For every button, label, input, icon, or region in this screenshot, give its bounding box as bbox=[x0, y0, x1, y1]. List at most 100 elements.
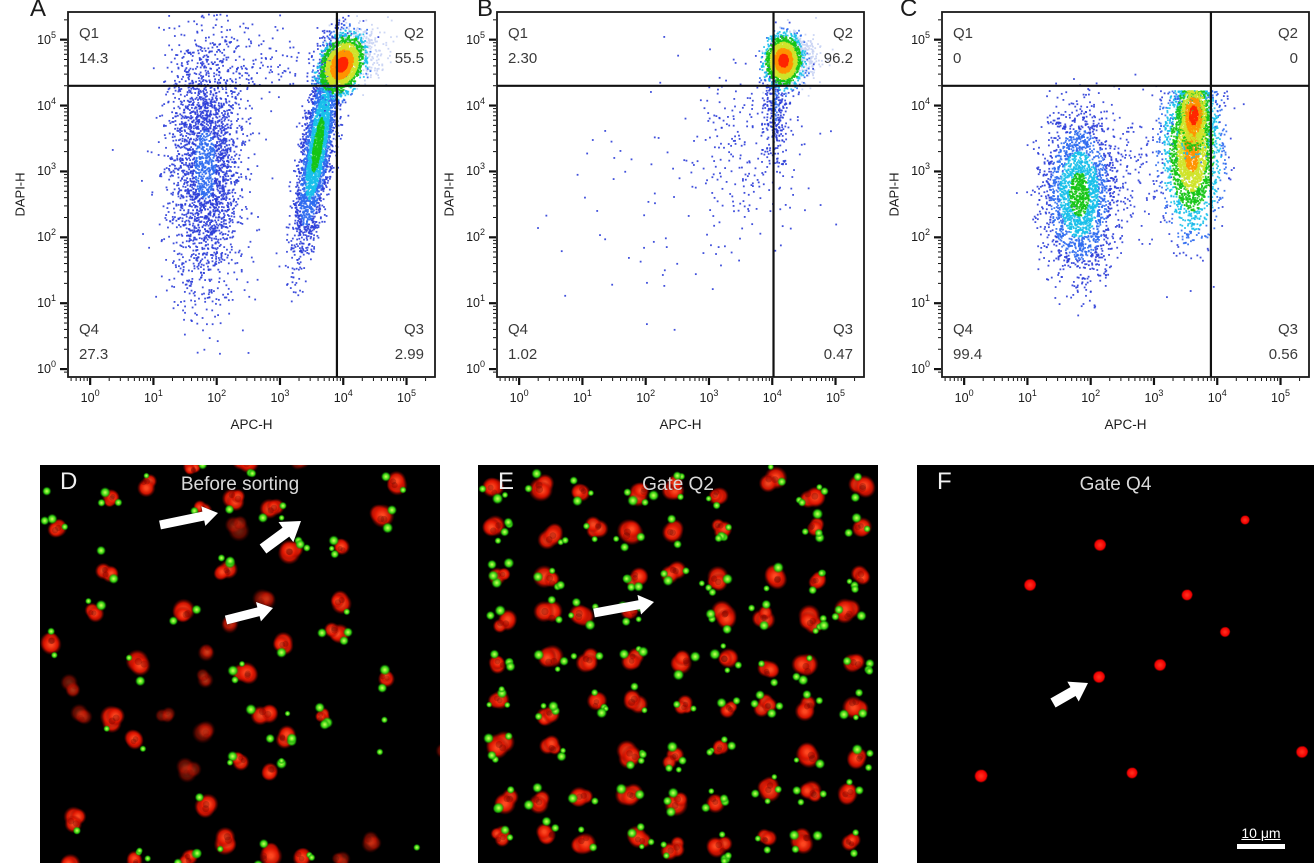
x-tick-label: 103 bbox=[1144, 388, 1164, 406]
quadrant-label-q1: Q1 2.30 bbox=[508, 21, 537, 71]
panel-letter-e: E bbox=[498, 468, 515, 495]
y-tick-label: 103 bbox=[911, 161, 930, 179]
x-tick-label: 104 bbox=[333, 388, 353, 406]
x-axis-ticks: 100 101 102 103 104 105 bbox=[0, 388, 443, 413]
y-tick-label: 101 bbox=[37, 293, 56, 311]
micro-title-f: Gate Q4 bbox=[1079, 474, 1152, 495]
x-tick-label: 101 bbox=[572, 388, 592, 406]
scatter-plot-canvas-c bbox=[924, 6, 1314, 392]
x-tick-label: 103 bbox=[270, 388, 290, 406]
quadrant-value: 0 bbox=[1289, 50, 1298, 67]
plot-area-b: Q1 2.30 Q2 96.2 Q3 0.47 Q4 1.02 bbox=[497, 12, 864, 377]
quadrant-label-q2: Q2 96.2 bbox=[824, 21, 853, 71]
flow-panel-a: A DAPI-H Q1 14.3 Q2 55.5 Q3 2.99 Q4 27.3… bbox=[0, 0, 443, 462]
quadrant-name: Q1 bbox=[79, 25, 100, 42]
micro-panel-d: D Before sorting bbox=[40, 465, 440, 863]
flow-panel-b: B DAPI-H Q1 2.30 Q2 96.2 Q3 0.47 Q4 1.02… bbox=[429, 0, 872, 462]
quadrant-label-q4: Q4 99.4 bbox=[953, 317, 982, 367]
scale-bar: 10 μm bbox=[1237, 825, 1285, 849]
x-axis-label: APC-H bbox=[1104, 417, 1147, 432]
x-tick-label: 101 bbox=[1017, 388, 1037, 406]
plot-area-a: Q1 14.3 Q2 55.5 Q3 2.99 Q4 27.3 bbox=[68, 12, 435, 377]
x-tick-label: 100 bbox=[80, 388, 100, 406]
y-tick-label: 102 bbox=[37, 227, 56, 245]
quadrant-value: 14.3 bbox=[79, 50, 109, 67]
y-tick-label: 103 bbox=[37, 161, 56, 179]
quadrant-value: 99.4 bbox=[953, 346, 983, 363]
x-tick-label: 100 bbox=[954, 388, 974, 406]
microscopy-image-f bbox=[917, 465, 1314, 863]
quadrant-label-q1: Q1 0 bbox=[953, 21, 973, 71]
quadrant-value: 55.5 bbox=[394, 50, 424, 67]
quadrant-label-q4: Q4 27.3 bbox=[79, 317, 108, 367]
x-axis-ticks: 100 101 102 103 104 105 bbox=[874, 388, 1314, 413]
y-tick-label: 101 bbox=[466, 293, 485, 311]
quadrant-name: Q4 bbox=[508, 321, 529, 338]
quadrant-label-q2: Q2 55.5 bbox=[395, 21, 424, 71]
panel-letter-d: D bbox=[60, 468, 78, 495]
quadrant-name: Q4 bbox=[953, 321, 974, 338]
quadrant-name: Q2 bbox=[403, 25, 424, 42]
quadrant-value: 27.3 bbox=[79, 346, 109, 363]
flow-panel-c: C DAPI-H Q1 0 Q2 0 Q3 0.56 Q4 99.4 100 10… bbox=[874, 0, 1314, 462]
x-axis-label: APC-H bbox=[230, 417, 273, 432]
y-tick-label: 105 bbox=[37, 29, 56, 47]
x-tick-label: 105 bbox=[397, 388, 416, 406]
y-tick-label: 101 bbox=[911, 293, 930, 311]
x-tick-label: 104 bbox=[762, 388, 782, 406]
quadrant-name: Q1 bbox=[508, 25, 529, 42]
micro-panel-e: E Gate Q2 bbox=[478, 465, 878, 863]
quadrant-name: Q2 bbox=[1277, 25, 1298, 42]
x-tick-label: 103 bbox=[699, 388, 719, 406]
quadrant-label-q3: Q3 0.56 bbox=[1269, 317, 1298, 367]
x-tick-label: 102 bbox=[1081, 388, 1101, 406]
quadrant-label-q4: Q4 1.02 bbox=[508, 317, 537, 367]
y-axis-ticks: 100 101 102 103 104 105 bbox=[429, 0, 491, 400]
quadrant-name: Q2 bbox=[832, 25, 853, 42]
x-axis-label: APC-H bbox=[659, 417, 702, 432]
x-tick-label: 101 bbox=[143, 388, 163, 406]
x-tick-label: 102 bbox=[636, 388, 656, 406]
micro-title-d: Before sorting bbox=[180, 474, 300, 495]
plot-area-c: Q1 0 Q2 0 Q3 0.56 Q4 99.4 bbox=[942, 12, 1309, 377]
x-tick-label: 105 bbox=[826, 388, 845, 406]
quadrant-value: 1.02 bbox=[508, 346, 538, 363]
y-tick-label: 102 bbox=[466, 227, 485, 245]
y-tick-label: 104 bbox=[466, 95, 485, 113]
quadrant-name: Q3 bbox=[832, 321, 853, 338]
micro-panel-f: F Gate Q4 10 μm bbox=[917, 465, 1314, 863]
quadrant-label-q1: Q1 14.3 bbox=[79, 21, 108, 71]
y-axis-ticks: 100 101 102 103 104 105 bbox=[874, 0, 936, 400]
panel-letter-c: C bbox=[900, 0, 918, 22]
panel-letter-a: A bbox=[30, 0, 47, 22]
y-tick-label: 100 bbox=[466, 359, 485, 377]
microscopy-image-d bbox=[40, 465, 440, 863]
scale-bar-label: 10 μm bbox=[1241, 825, 1281, 841]
y-tick-label: 103 bbox=[466, 161, 485, 179]
quadrant-name: Q1 bbox=[953, 25, 974, 42]
x-tick-label: 102 bbox=[207, 388, 227, 406]
quadrant-value: 0.56 bbox=[1268, 346, 1298, 363]
x-tick-label: 104 bbox=[1207, 388, 1227, 406]
y-tick-label: 100 bbox=[911, 359, 930, 377]
scatter-plot-canvas-b bbox=[479, 6, 869, 392]
x-axis-ticks: 100 101 102 103 104 105 bbox=[429, 388, 872, 413]
x-tick-label: 105 bbox=[1271, 388, 1290, 406]
y-tick-label: 100 bbox=[37, 359, 56, 377]
microscopy-image-e bbox=[478, 465, 878, 863]
y-tick-label: 102 bbox=[911, 227, 930, 245]
panel-letter-f: F bbox=[937, 468, 952, 495]
y-tick-label: 105 bbox=[466, 29, 485, 47]
y-tick-label: 104 bbox=[911, 95, 930, 113]
quadrant-name: Q4 bbox=[79, 321, 100, 338]
quadrant-value: 0.47 bbox=[823, 346, 853, 363]
micro-title-e: Gate Q2 bbox=[642, 474, 714, 495]
y-tick-label: 104 bbox=[37, 95, 56, 113]
quadrant-value: 2.30 bbox=[508, 50, 538, 67]
quadrant-label-q3: Q3 0.47 bbox=[824, 317, 853, 367]
y-axis-ticks: 100 101 102 103 104 105 bbox=[0, 0, 62, 400]
quadrant-label-q2: Q2 0 bbox=[1278, 21, 1298, 71]
quadrant-value: 96.2 bbox=[823, 50, 853, 67]
quadrant-value: 2.99 bbox=[394, 346, 424, 363]
